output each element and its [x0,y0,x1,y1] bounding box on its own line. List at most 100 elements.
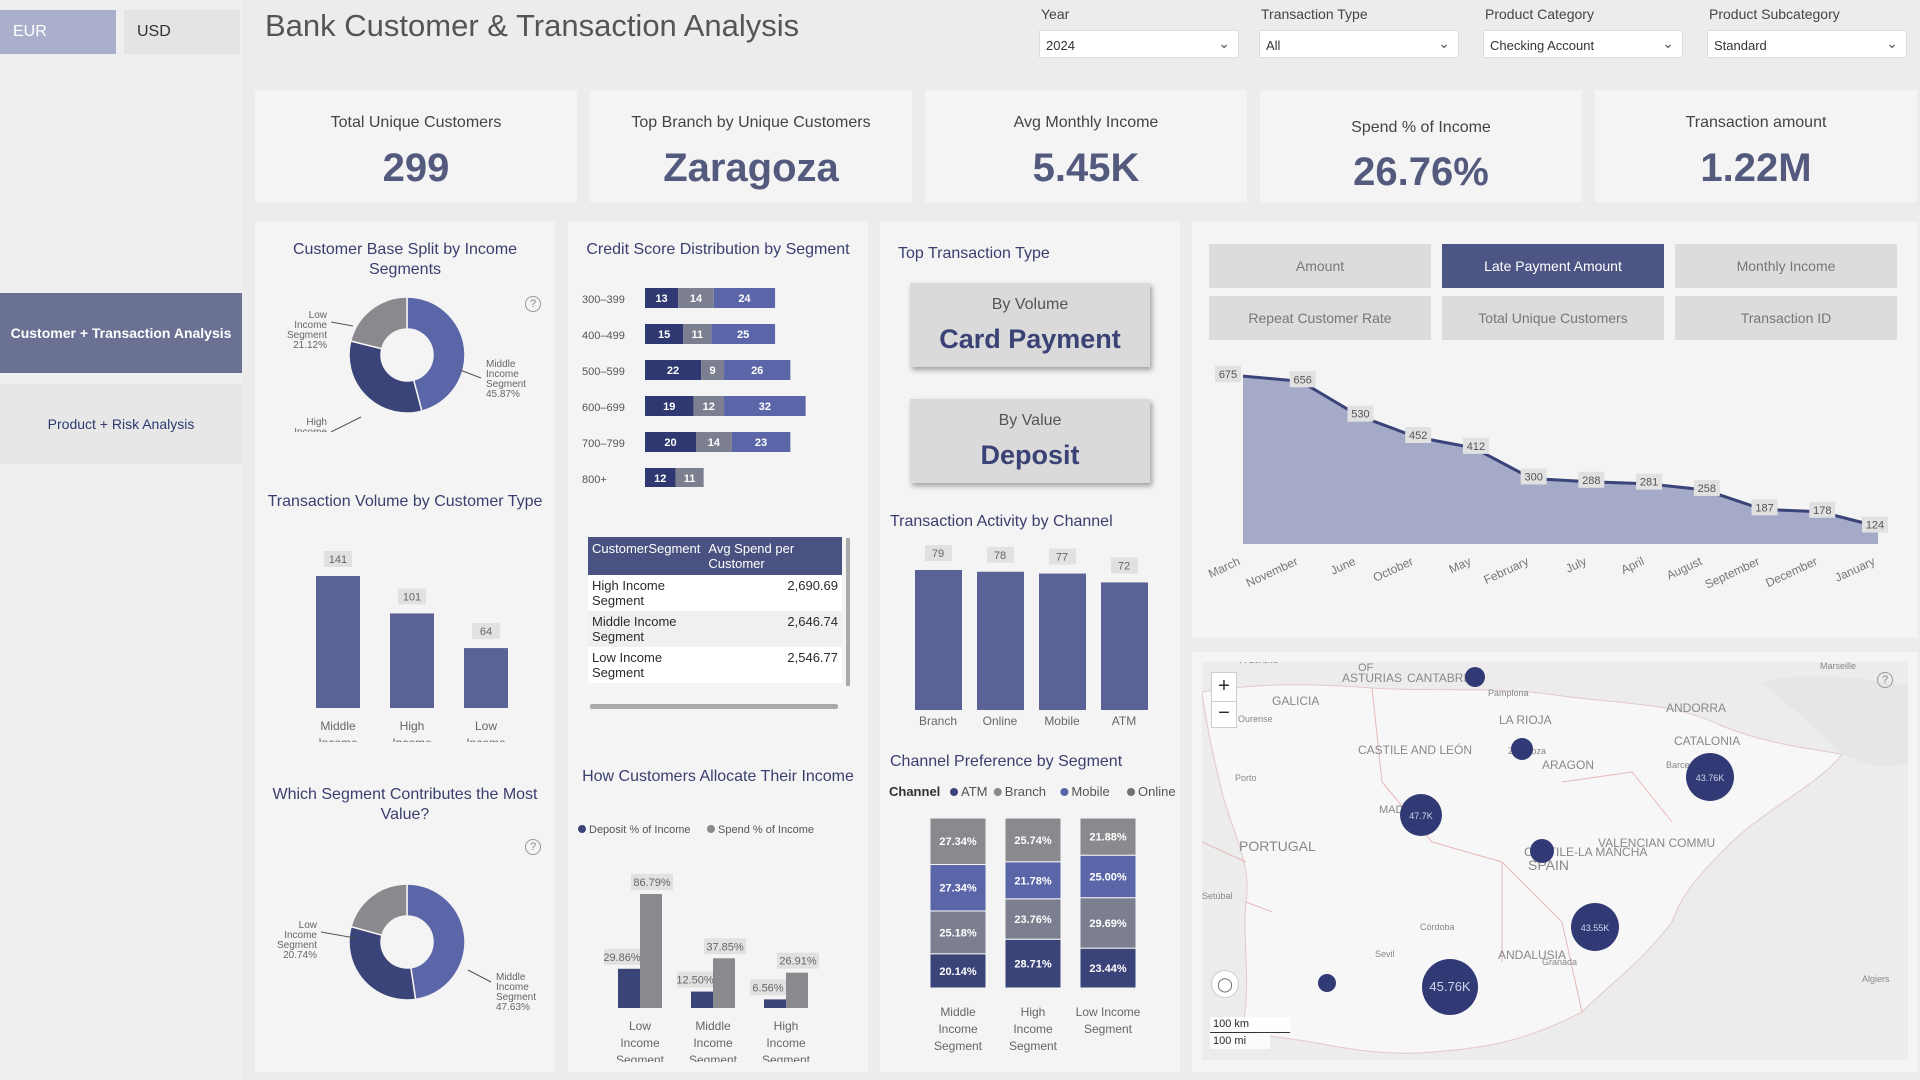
currency-eur-button[interactable]: EUR [0,10,116,54]
volume-bar[interactable] [390,613,434,708]
nav-customer-transaction[interactable]: Customer + Transaction Analysis [0,293,242,373]
legend-dot [950,788,958,796]
map-bubble[interactable] [1571,903,1619,951]
map-bubble[interactable] [1318,974,1336,992]
area-value-label[interactable]: 281 [1640,477,1658,489]
credit-segment-bar[interactable] [645,288,679,308]
donut-slice[interactable] [348,340,423,414]
spend-bar[interactable] [786,972,808,1008]
pref-legend-item[interactable]: ATM [961,784,987,799]
nav-product-risk[interactable]: Product + Risk Analysis [0,384,242,464]
credit-segment-bar[interactable] [711,324,776,344]
map-bubble[interactable] [1400,794,1442,836]
pref-segment[interactable] [1079,817,1137,856]
channel-bar[interactable] [977,571,1024,710]
credit-segment-bar[interactable] [724,360,791,380]
volume-bar[interactable] [316,576,360,708]
map-bubble[interactable] [1465,667,1485,687]
area-value-label[interactable]: 178 [1813,505,1831,517]
area-value-label[interactable]: 288 [1582,475,1600,487]
pref-segment[interactable] [1079,947,1137,989]
table-header-segment[interactable]: CustomerSegment [588,537,705,575]
area-value-label[interactable]: 530 [1351,409,1369,421]
credit-segment-bar[interactable] [693,396,725,416]
donut-slice[interactable] [350,883,408,937]
currency-usd-button[interactable]: USD [124,10,240,54]
credit-segment-bar[interactable] [645,324,684,344]
pref-legend-item[interactable]: Mobile [1071,784,1109,799]
help-icon[interactable]: ? [1877,672,1893,688]
deposit-bar[interactable] [691,991,713,1008]
table-vscrollbar[interactable] [846,538,850,686]
metric-amount-button[interactable]: Amount [1209,244,1431,288]
channel-bar[interactable] [915,570,962,710]
metric-unique-customers-button[interactable]: Total Unique Customers [1442,296,1664,340]
filter-type-select[interactable]: All ⌄ [1259,30,1459,58]
donut-slice[interactable] [349,296,408,350]
lasso-icon[interactable]: ◯ [1211,970,1239,998]
pref-segment[interactable] [929,863,987,912]
pref-legend-item[interactable]: Branch [1005,784,1046,799]
credit-segment-bar[interactable] [645,468,676,487]
area-value-label[interactable]: 452 [1409,430,1427,442]
table-hscrollbar[interactable] [590,704,838,709]
map-bubble[interactable] [1686,753,1734,801]
pref-segment[interactable] [1004,938,1062,989]
help-icon[interactable]: ? [525,839,541,855]
credit-segment-bar[interactable] [696,432,732,452]
spend-bar[interactable] [640,894,662,1008]
filter-subcategory-select[interactable]: Standard ⌄ [1707,30,1907,58]
pref-legend-item[interactable]: Online [1138,784,1176,799]
channel-value-label: 79 [932,548,944,560]
pref-segment[interactable] [1079,854,1137,899]
donut-slice[interactable] [406,296,466,412]
credit-segment-bar[interactable] [713,288,776,308]
zoom-in-button[interactable]: + [1218,675,1230,697]
area-value-label[interactable]: 187 [1755,502,1773,514]
pref-segment[interactable] [1004,817,1062,863]
table-header-avg-spend[interactable]: Avg Spend per Customer [704,537,842,575]
map-bubble[interactable] [1422,959,1478,1015]
credit-segment-bar[interactable] [731,432,791,452]
deposit-bar[interactable] [764,999,786,1008]
channel-bar[interactable] [1039,573,1086,710]
volume-bar[interactable] [464,648,508,708]
credit-segment-bar[interactable] [645,360,702,380]
legend-deposit[interactable]: Deposit % of Income [589,824,691,836]
area-value-label[interactable]: 124 [1866,520,1884,532]
map-bubble[interactable] [1511,738,1533,760]
pref-segment[interactable] [929,817,987,865]
credit-segment-bar[interactable] [724,396,806,416]
area-value-label[interactable]: 300 [1524,471,1542,483]
metric-monthly-income-button[interactable]: Monthly Income [1675,244,1897,288]
metric-repeat-rate-button[interactable]: Repeat Customer Rate [1209,296,1431,340]
credit-segment-bar[interactable] [675,468,704,487]
pref-segment[interactable] [929,910,987,955]
pref-segment[interactable] [1079,897,1137,949]
zoom-out-button[interactable]: − [1212,701,1236,727]
area-value-label[interactable]: 656 [1294,374,1312,386]
legend-spend[interactable]: Spend % of Income [718,824,814,836]
credit-segment-bar[interactable] [683,324,712,344]
donut-slice[interactable] [406,883,466,1001]
credit-segment-bar[interactable] [678,288,714,308]
metric-transaction-id-button[interactable]: Transaction ID [1675,296,1897,340]
area-value-label[interactable]: 675 [1219,369,1237,381]
filter-year-select[interactable]: 2024 ⌄ [1039,30,1239,58]
deposit-bar[interactable] [618,968,640,1008]
filter-category-select[interactable]: Checking Account ⌄ [1483,30,1683,58]
spend-bar[interactable] [713,958,735,1008]
pref-segment[interactable] [1004,861,1062,900]
pref-segment[interactable] [929,953,987,989]
area-value-label[interactable]: 412 [1467,441,1485,453]
credit-segment-bar[interactable] [645,432,696,452]
help-icon[interactable]: ? [525,296,541,312]
donut-slice[interactable] [348,925,417,1001]
map-bubble[interactable] [1530,839,1554,863]
credit-segment-bar[interactable] [701,360,725,380]
credit-segment-bar[interactable] [645,396,694,416]
metric-late-payment-button[interactable]: Late Payment Amount [1442,244,1664,288]
area-value-label[interactable]: 258 [1698,483,1716,495]
channel-bar[interactable] [1101,582,1148,710]
